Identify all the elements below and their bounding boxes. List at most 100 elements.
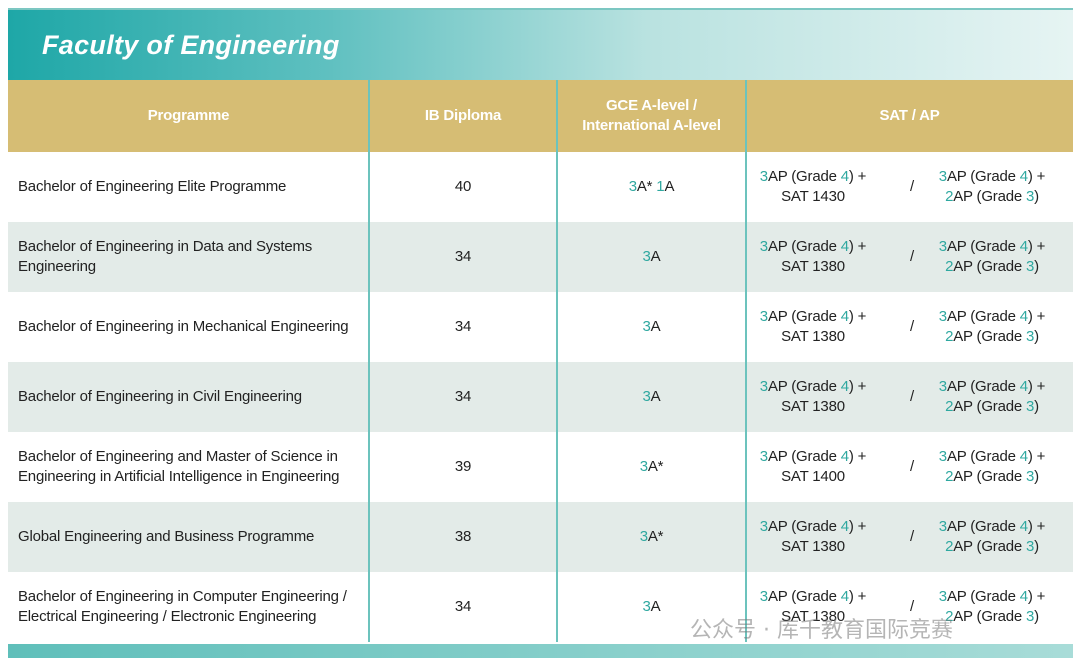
cell: 3AP (Grade 4) + SAT 1380 / 3AP (Grade 4) + 2…	[746, 362, 1073, 432]
ib-score: 34	[454, 248, 472, 265]
cell: 39	[369, 432, 557, 502]
ib-score: 34	[454, 318, 472, 335]
sat-ap-option: 3AP (Grade 4) + 2AP (Grade 3)	[927, 447, 1057, 487]
sat-ap-option: 3AP (Grade 4) + SAT 1380	[748, 587, 878, 627]
sat-ap-option: 3AP (Grade 4) + SAT 1400	[748, 447, 878, 487]
cell: 34	[369, 362, 557, 432]
cell: Bachelor of Engineering in Civil Enginee…	[8, 362, 369, 432]
bottom-bar	[8, 644, 1073, 658]
sat-ap-line: 2AP (Grade 3)	[945, 398, 1039, 415]
sat-ap-line: SAT 1380	[781, 328, 845, 345]
separator: /	[910, 178, 914, 195]
sat-ap-option: 3AP (Grade 4) + 2AP (Grade 3)	[927, 307, 1057, 347]
sat-ap-option: 3AP (Grade 4) + SAT 1380	[748, 377, 878, 417]
banner: Faculty of Engineering	[8, 8, 1073, 80]
cell: 34	[369, 572, 557, 642]
sat-ap-option: 3AP (Grade 4) + 2AP (Grade 3)	[927, 587, 1057, 627]
sat-ap-line: 3AP (Grade 4) +	[759, 518, 867, 535]
cell: Bachelor of Engineering and Master of Sc…	[8, 432, 369, 502]
sat-ap-line: 3AP (Grade 4) +	[938, 378, 1046, 395]
gce-requirement: 3A	[642, 388, 661, 405]
separator: /	[910, 388, 914, 405]
cell: Bachelor of Engineering Elite Programme	[8, 152, 369, 222]
sat-ap-line: 2AP (Grade 3)	[945, 608, 1039, 625]
sat-ap-option: 3AP (Grade 4) + SAT 1380	[748, 307, 878, 347]
programme: Global Engineering and Business Programm…	[18, 528, 315, 545]
cell: 3A* 1A	[557, 152, 746, 222]
sat-ap-line: 3AP (Grade 4) +	[938, 308, 1046, 325]
sat-ap-option: 3AP (Grade 4) + 2AP (Grade 3)	[927, 167, 1057, 207]
cell: 3AP (Grade 4) + SAT 1430 / 3AP (Grade 4) + 2…	[746, 152, 1073, 222]
table-row: Bachelor of Engineering in Civil Enginee…	[8, 362, 1073, 432]
column-divider	[556, 80, 558, 642]
cell: Global Engineering and Business Programm…	[8, 502, 369, 572]
cell: 3AP (Grade 4) + SAT 1400 / 3AP (Grade 4) + 2…	[746, 432, 1073, 502]
header-text: IB Diploma	[424, 107, 502, 124]
gce-requirement: 3A*	[639, 528, 664, 545]
programme: Bachelor of Engineering in Computer Engi…	[18, 588, 347, 625]
sat-ap-line: 3AP (Grade 4) +	[938, 238, 1046, 255]
gce-requirement: 3A* 1A	[628, 178, 675, 195]
cell: 34	[369, 292, 557, 362]
sat-ap-line: 3AP (Grade 4) +	[938, 448, 1046, 465]
sat-ap-line: SAT 1400	[781, 468, 845, 485]
cell: 38	[369, 502, 557, 572]
cell: 3A*	[557, 502, 746, 572]
gce-requirement: 3A*	[639, 458, 664, 475]
table-row: Bachelor of Engineering in Computer Engi…	[8, 572, 1073, 642]
sat-ap-line: SAT 1380	[781, 258, 845, 275]
sat-ap-line: SAT 1430	[781, 188, 845, 205]
cell: 34	[369, 222, 557, 292]
cell: 3A*	[557, 432, 746, 502]
sat-ap-line: 3AP (Grade 4) +	[759, 448, 867, 465]
sat-ap-option: 3AP (Grade 4) + SAT 1380	[748, 517, 878, 557]
separator: /	[910, 248, 914, 265]
ib-score: 40	[454, 178, 472, 195]
cell: 3AP (Grade 4) + SAT 1380 / 3AP (Grade 4) + 2…	[746, 292, 1073, 362]
sat-ap-line: 3AP (Grade 4) +	[938, 518, 1046, 535]
sat-ap-line: SAT 1380	[781, 538, 845, 555]
sat-ap-line: 3AP (Grade 4) +	[759, 588, 867, 605]
programme: Bachelor of Engineering and Master of Sc…	[18, 448, 340, 485]
table-row: Global Engineering and Business Programm…	[8, 502, 1073, 572]
gce-requirement: 3A	[642, 318, 661, 335]
header-cell: GCE A-level / International A-level	[557, 80, 746, 152]
ib-score: 34	[454, 598, 472, 615]
ib-score: 38	[454, 528, 472, 545]
sat-ap-line: 2AP (Grade 3)	[945, 188, 1039, 205]
column-divider	[745, 80, 747, 642]
sat-ap-option: 3AP (Grade 4) + 2AP (Grade 3)	[927, 517, 1057, 557]
header-cell: IB Diploma	[369, 80, 557, 152]
header-text: SAT / AP	[879, 107, 940, 124]
cell: Bachelor of Engineering in Data and Syst…	[8, 222, 369, 292]
cell: 3AP (Grade 4) + SAT 1380 / 3AP (Grade 4) + 2…	[746, 572, 1073, 642]
table-row: Bachelor of Engineering and Master of Sc…	[8, 432, 1073, 502]
cell: 3A	[557, 572, 746, 642]
header-text: Programme	[147, 107, 230, 124]
header-cell: SAT / AP	[746, 80, 1073, 152]
sat-ap-line: SAT 1380	[781, 608, 845, 625]
sat-ap-option: 3AP (Grade 4) + 2AP (Grade 3)	[927, 377, 1057, 417]
table-row: Bachelor of Engineering in Data and Syst…	[8, 222, 1073, 292]
separator: /	[910, 318, 914, 335]
table-row: Bachelor of Engineering in Mechanical En…	[8, 292, 1073, 362]
title: Faculty of Engineering	[42, 30, 340, 60]
sat-ap-line: 3AP (Grade 4) +	[759, 168, 867, 185]
cell: 3A	[557, 292, 746, 362]
sat-ap-line: 2AP (Grade 3)	[945, 258, 1039, 275]
sat-ap-line: 3AP (Grade 4) +	[938, 168, 1046, 185]
sat-ap-line: 2AP (Grade 3)	[945, 468, 1039, 485]
sat-ap-option: 3AP (Grade 4) + SAT 1430	[748, 167, 878, 207]
cell: 3AP (Grade 4) + SAT 1380 / 3AP (Grade 4) + 2…	[746, 502, 1073, 572]
separator: /	[910, 528, 914, 545]
programme: Bachelor of Engineering in Mechanical En…	[18, 318, 349, 335]
cell: 3A	[557, 362, 746, 432]
header-cell: Programme	[8, 80, 369, 152]
sat-ap-option: 3AP (Grade 4) + SAT 1380	[748, 237, 878, 277]
programme: Bachelor of Engineering Elite Programme	[18, 178, 287, 195]
ib-score: 39	[454, 458, 472, 475]
sat-ap-line: 3AP (Grade 4) +	[759, 238, 867, 255]
gce-requirement: 3A	[642, 598, 661, 615]
sat-ap-line: 2AP (Grade 3)	[945, 538, 1039, 555]
